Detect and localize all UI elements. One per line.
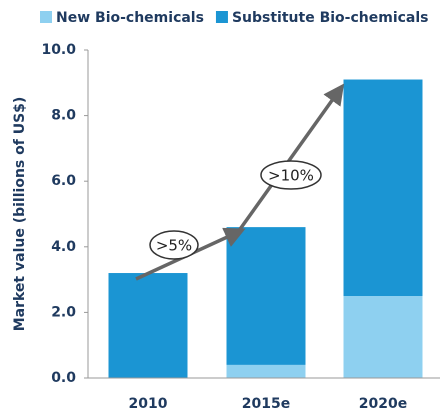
x-tick-label: 2015e [242, 396, 290, 412]
bar-segment [108, 273, 188, 378]
annotation-bubble [260, 160, 322, 190]
legend-swatch [215, 11, 228, 23]
annotation-bubble [149, 230, 199, 260]
x-tick-label: 2010 [129, 396, 168, 412]
bar-segment [226, 364, 306, 378]
bar-segment [226, 227, 306, 365]
x-tick-label: 2020e [359, 396, 407, 412]
legend-label: New Bio-chemicals [56, 10, 204, 26]
legend-label: Substitute Bio-chemicals [232, 10, 429, 26]
annotation: >5% [156, 237, 192, 255]
y-tick-label: 6.0 [51, 173, 76, 189]
y-tick-label: 10.0 [41, 42, 76, 58]
bar-segment [343, 296, 423, 378]
y-axis-label: Market value (billions of US$) [12, 97, 28, 332]
y-tick-label: 0.0 [51, 370, 76, 386]
annotation: >10% [268, 167, 314, 185]
legend-swatch [40, 11, 52, 23]
bar-segment [343, 79, 423, 297]
y-tick-label: 2.0 [51, 304, 76, 320]
y-tick-label: 8.0 [51, 108, 76, 124]
y-tick-label: 4.0 [51, 239, 76, 255]
